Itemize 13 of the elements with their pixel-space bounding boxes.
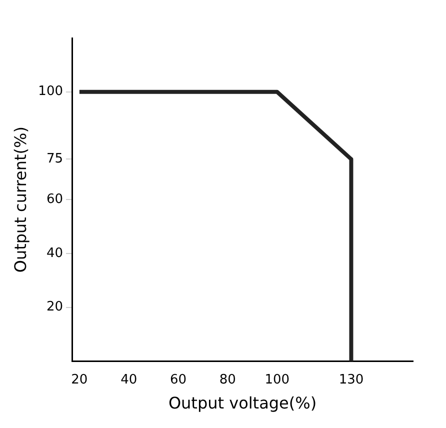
- x-tick-label: 130: [338, 372, 364, 388]
- x-tick-label: 40: [120, 372, 138, 388]
- x-axis-title: Output voltage(%): [168, 394, 317, 413]
- x-tick-label: 100: [264, 372, 290, 388]
- y-tick-label: 75: [46, 152, 64, 167]
- y-tick-label: 20: [46, 300, 64, 315]
- y-tick-label: 40: [46, 246, 64, 261]
- y-tick-label: 60: [46, 192, 64, 207]
- x-tick-label: 80: [219, 372, 236, 388]
- x-tick-label: 20: [71, 372, 88, 388]
- x-tick-label: 60: [170, 372, 187, 388]
- y-tick-label: 100: [38, 84, 64, 100]
- y-axis-title: Output current(%): [10, 126, 30, 273]
